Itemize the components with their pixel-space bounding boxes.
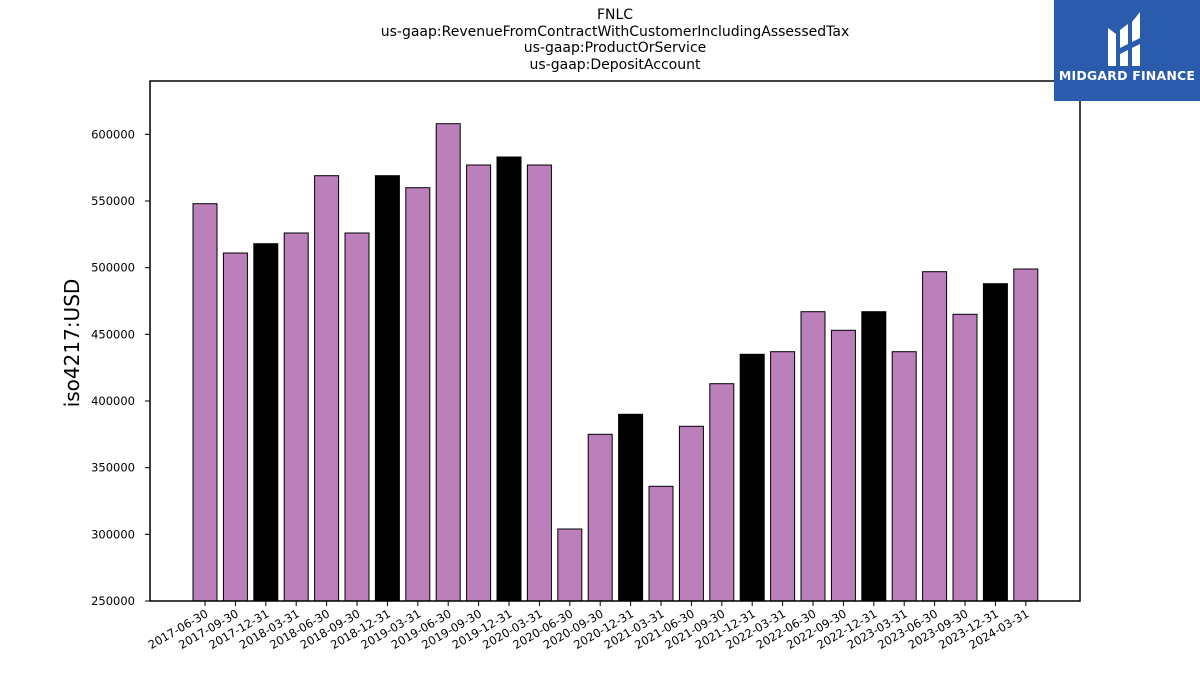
bar-2022-12-31 <box>861 311 887 602</box>
bar-2017-09-30 <box>222 252 248 602</box>
bar-2023-09-30 <box>952 313 978 602</box>
bar-2022-09-30 <box>830 329 856 602</box>
bar-2019-12-31 <box>496 156 522 602</box>
bar-2021-06-30 <box>678 425 704 602</box>
y-tick-label: 550000 <box>91 194 135 208</box>
y-tick-label: 450000 <box>91 327 135 341</box>
bar-2023-12-31 <box>982 283 1008 602</box>
bar-2017-06-30 <box>192 203 218 602</box>
bar-2021-09-30 <box>709 383 735 602</box>
bar-2020-03-31 <box>526 164 552 602</box>
bar-2018-06-30 <box>314 175 340 602</box>
bar-2018-12-31 <box>374 175 400 602</box>
chart-title-line-2: us-gaap:RevenueFromContractWithCustomerI… <box>380 24 850 40</box>
chart-title-line-4: us-gaap:DepositAccount <box>529 57 701 73</box>
logo-text: MIDGARD FINANCE <box>1058 68 1196 83</box>
bar-2018-03-31 <box>283 232 309 602</box>
y-axis-label: iso4217:USD <box>60 279 84 408</box>
bar-2018-09-30 <box>344 232 370 602</box>
y-tick-label: 300000 <box>91 527 135 541</box>
bar-2019-06-30 <box>435 123 461 602</box>
bar-2020-12-31 <box>618 413 644 602</box>
bar-2021-12-31 <box>739 353 765 602</box>
bars-group <box>192 123 1039 602</box>
bar-2019-03-31 <box>405 187 431 602</box>
x-axis: 2017-06-302017-09-302017-12-312018-03-31… <box>146 601 1031 652</box>
plot-frame <box>149 80 1081 602</box>
y-tick-label: 500000 <box>91 261 135 275</box>
bar-2024-03-31 <box>1013 268 1039 602</box>
bar-2021-03-31 <box>648 485 674 602</box>
bar-2023-06-30 <box>922 271 948 602</box>
chart-title-line-1: FNLC <box>596 7 634 23</box>
bar-2023-03-31 <box>891 351 917 602</box>
midgard-logo-icon <box>1108 12 1140 66</box>
bar-2022-03-31 <box>770 351 796 602</box>
midgard-finance-logo: MIDGARD FINANCE <box>1054 0 1200 101</box>
bar-2020-06-30 <box>557 528 583 602</box>
chart-title-line-3: us-gaap:ProductOrService <box>523 40 707 56</box>
y-tick-label: 400000 <box>91 394 135 408</box>
bar-2017-12-31 <box>253 243 279 602</box>
bar-2022-06-30 <box>800 311 826 602</box>
y-tick-label: 600000 <box>91 127 135 141</box>
y-tick-label: 250000 <box>91 594 135 608</box>
y-axis: 250000 300000 350000 400000 450000 500000 5500… <box>91 127 150 608</box>
bar-2019-09-30 <box>466 164 492 602</box>
y-tick-label: 350000 <box>91 461 135 475</box>
bar-2020-09-30 <box>587 433 613 602</box>
